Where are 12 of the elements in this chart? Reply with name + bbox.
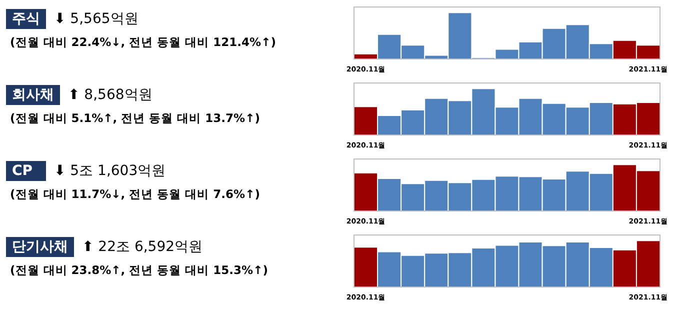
text: ⬆ 22조 6,592억원 xyxy=(82,239,203,255)
text: 회사채 xyxy=(12,87,54,103)
text: (전월 대비 5.1%↑, 전년 동월 대비 13.7%↑) xyxy=(10,111,260,125)
text: ⬇ 5,565억원 xyxy=(54,11,138,27)
text: ⬇ 5조 1,603억원 xyxy=(54,163,166,179)
text: (전월 대비 22.4%↓, 전년 동월 대비 121.4%↑) xyxy=(10,35,276,49)
text: (전월 대비 23.8%↑, 전년 동월 대비 15.3%↑) xyxy=(10,263,268,277)
text: ⬆ 8,568억원 xyxy=(68,87,152,103)
text: (전월 대비 11.7%↓, 전년 동월 대비 7.6%↑) xyxy=(10,187,260,201)
text: 단기사채 xyxy=(12,239,68,255)
text: 주식 xyxy=(12,11,40,27)
text: CP xyxy=(12,163,33,179)
